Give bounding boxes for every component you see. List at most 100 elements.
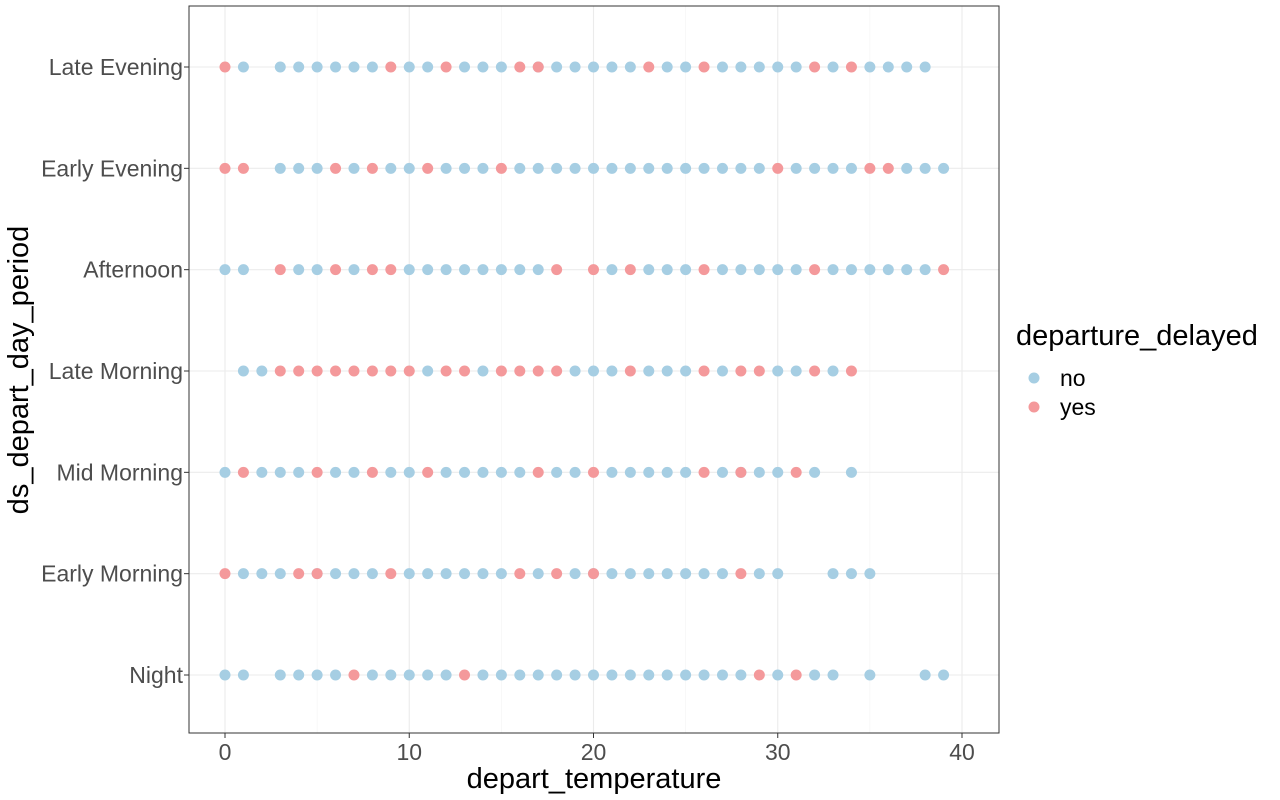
y-tick-label: Early Morning bbox=[41, 561, 183, 587]
data-point-no bbox=[274, 162, 286, 174]
data-point-yes bbox=[219, 568, 231, 580]
x-tick-label: 0 bbox=[219, 739, 232, 765]
data-point-yes bbox=[274, 365, 286, 377]
data-point-yes bbox=[348, 365, 360, 377]
legend-label-yes: yes bbox=[1060, 394, 1096, 420]
data-point-yes bbox=[588, 568, 599, 580]
data-point-no bbox=[624, 162, 636, 174]
data-point-yes bbox=[440, 61, 452, 73]
data-point-yes bbox=[809, 61, 821, 73]
data-point-no bbox=[827, 568, 839, 580]
data-point-no bbox=[477, 365, 489, 377]
data-point-no bbox=[680, 61, 692, 73]
data-point-no bbox=[569, 61, 581, 73]
data-point-no bbox=[440, 669, 452, 681]
data-point-no bbox=[790, 365, 802, 377]
data-point-no bbox=[495, 264, 507, 276]
data-point-no bbox=[680, 568, 692, 580]
data-point-no bbox=[643, 162, 655, 174]
data-point-yes bbox=[385, 264, 397, 276]
data-point-no bbox=[422, 365, 434, 377]
data-point-no bbox=[219, 264, 231, 276]
data-point-no bbox=[735, 669, 747, 681]
data-point-no bbox=[366, 568, 378, 580]
data-point-no bbox=[901, 264, 913, 276]
data-point-no bbox=[809, 669, 821, 681]
data-point-no bbox=[606, 61, 618, 73]
data-point-no bbox=[606, 669, 618, 681]
data-point-yes bbox=[551, 568, 563, 580]
data-point-no bbox=[643, 669, 655, 681]
data-point-no bbox=[477, 264, 489, 276]
data-point-no bbox=[293, 61, 305, 73]
data-point-no bbox=[385, 162, 397, 174]
y-axis-title: ds_depart_day_period bbox=[3, 226, 35, 515]
data-point-no bbox=[827, 365, 839, 377]
data-point-no bbox=[219, 466, 231, 478]
data-point-no bbox=[385, 466, 397, 478]
data-point-no bbox=[348, 61, 360, 73]
data-point-no bbox=[716, 61, 728, 73]
data-point-no bbox=[366, 669, 378, 681]
data-point-no bbox=[385, 669, 397, 681]
y-tick-label: Mid Morning bbox=[56, 459, 183, 485]
data-point-yes bbox=[385, 365, 397, 377]
data-point-yes bbox=[495, 162, 507, 174]
data-point-no bbox=[845, 162, 857, 174]
data-point-no bbox=[440, 162, 452, 174]
data-point-no bbox=[661, 61, 673, 73]
data-point-no bbox=[901, 162, 913, 174]
data-point-no bbox=[514, 264, 526, 276]
y-tick-label: Early Evening bbox=[41, 155, 183, 181]
data-point-no bbox=[790, 61, 802, 73]
data-point-yes bbox=[735, 568, 747, 580]
data-point-no bbox=[569, 669, 581, 681]
data-point-no bbox=[477, 466, 489, 478]
data-point-no bbox=[661, 162, 673, 174]
data-point-no bbox=[643, 365, 655, 377]
data-point-no bbox=[569, 365, 581, 377]
data-point-no bbox=[772, 568, 784, 580]
data-point-no bbox=[919, 669, 931, 681]
data-point-no bbox=[348, 162, 360, 174]
legend-title: departure_delayed bbox=[1016, 320, 1258, 352]
data-point-no bbox=[680, 365, 692, 377]
data-point-no bbox=[459, 568, 471, 580]
data-point-no bbox=[256, 568, 268, 580]
data-point-no bbox=[532, 669, 544, 681]
data-point-no bbox=[624, 466, 636, 478]
data-point-no bbox=[680, 466, 692, 478]
data-point-yes bbox=[237, 466, 249, 478]
data-point-no bbox=[698, 669, 710, 681]
x-axis-ticks: 0 10 20 30 40 bbox=[219, 733, 975, 765]
data-point-no bbox=[809, 162, 821, 174]
data-point-yes bbox=[440, 365, 452, 377]
x-tick-label: 10 bbox=[396, 739, 422, 765]
data-point-yes bbox=[422, 466, 434, 478]
data-point-no bbox=[311, 162, 323, 174]
data-point-no bbox=[643, 568, 655, 580]
data-point-no bbox=[569, 162, 581, 174]
data-point-no bbox=[624, 568, 636, 580]
data-point-yes bbox=[293, 365, 305, 377]
data-point-yes bbox=[366, 264, 378, 276]
data-point-yes bbox=[532, 365, 544, 377]
data-point-yes bbox=[366, 466, 378, 478]
y-tick-label: Late Evening bbox=[49, 54, 183, 80]
data-point-no bbox=[459, 264, 471, 276]
data-point-yes bbox=[551, 264, 563, 276]
data-point-no bbox=[716, 162, 728, 174]
data-point-yes bbox=[698, 365, 710, 377]
data-point-no bbox=[680, 264, 692, 276]
data-point-no bbox=[606, 365, 618, 377]
data-point-no bbox=[348, 264, 360, 276]
data-point-no bbox=[753, 568, 765, 580]
data-point-no bbox=[256, 466, 268, 478]
data-point-yes bbox=[643, 61, 655, 73]
data-point-yes bbox=[514, 568, 526, 580]
data-point-no bbox=[864, 264, 876, 276]
data-point-no bbox=[827, 162, 839, 174]
data-point-no bbox=[459, 61, 471, 73]
data-point-yes bbox=[237, 162, 249, 174]
